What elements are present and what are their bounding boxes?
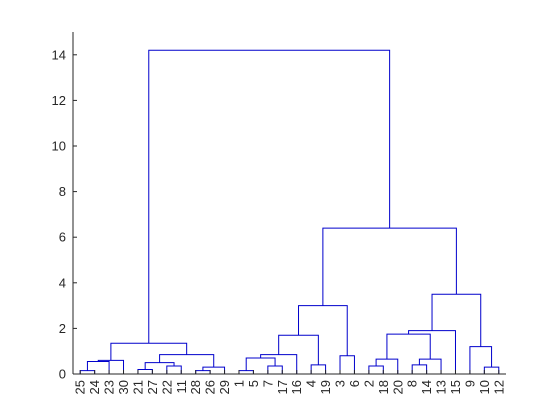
y-tick-label: 14 xyxy=(52,47,66,62)
leaf-label: 14 xyxy=(419,380,434,394)
dendrogram-link xyxy=(375,358,399,374)
leaf-label: 20 xyxy=(390,380,405,394)
dendrogram-link xyxy=(148,49,391,344)
dendrogram-link xyxy=(386,333,431,360)
dendrogram-links xyxy=(79,49,500,374)
dendrogram-link xyxy=(195,370,211,374)
y-tick-label: 4 xyxy=(59,275,66,290)
dendrogram-link xyxy=(267,365,283,374)
leaf-label: 22 xyxy=(159,380,174,394)
y-tick-label: 6 xyxy=(59,230,66,245)
dendrogram-link xyxy=(418,358,442,374)
dendrogram-link xyxy=(79,370,96,374)
leaf-label: 12 xyxy=(491,380,506,394)
leaf-label: 8 xyxy=(405,380,420,387)
leaf-label: 11 xyxy=(174,380,189,394)
leaf-label: 5 xyxy=(246,380,261,387)
leaf-label: 30 xyxy=(116,380,131,394)
dendrogram-link xyxy=(298,305,348,356)
leaf-label: 26 xyxy=(203,380,218,394)
axes xyxy=(72,32,506,375)
leaf-label: 10 xyxy=(477,380,492,394)
y-tick-label: 12 xyxy=(52,93,66,108)
dendrogram-link xyxy=(431,293,482,347)
leaf-label: 6 xyxy=(347,380,362,387)
leaf-label: 1 xyxy=(231,380,246,387)
leaf-label: 2 xyxy=(361,380,376,387)
y-ticks: 0 2 4 6 8 10 12 14 xyxy=(52,47,77,382)
dendrogram-link xyxy=(408,330,456,374)
leaf-label: 16 xyxy=(289,380,304,394)
leaf-label: 18 xyxy=(376,380,391,394)
y-tick-label: 2 xyxy=(59,321,66,336)
y-tick-label: 8 xyxy=(59,184,66,199)
dendrogram-link xyxy=(411,364,428,374)
leaf-label: 27 xyxy=(145,380,160,394)
leaf-label: 7 xyxy=(260,380,275,387)
leaf-label: 24 xyxy=(87,380,102,394)
dendrogram-link xyxy=(245,357,276,371)
leaf-label: 15 xyxy=(448,380,463,394)
leaf-label: 21 xyxy=(130,380,145,394)
leaf-label: 13 xyxy=(434,380,449,394)
leaf-label: 19 xyxy=(318,380,333,394)
dendrogram-link xyxy=(110,342,188,361)
leaf-label: 4 xyxy=(304,380,319,387)
dendrogram-link xyxy=(97,359,125,374)
dendrogram-link xyxy=(137,368,153,374)
dendrogram-link xyxy=(483,366,500,374)
dendrogram-link xyxy=(368,365,384,374)
dendrogram-link xyxy=(310,364,327,374)
leaf-label: 3 xyxy=(333,380,348,387)
dendrogram-link xyxy=(339,355,355,374)
leaf-label: 23 xyxy=(102,380,117,394)
y-tick-label: 10 xyxy=(52,139,66,154)
dendrogram-link xyxy=(469,346,493,374)
leaf-label: 17 xyxy=(275,380,290,394)
leaf-label: 9 xyxy=(462,380,477,387)
dendrogram-link xyxy=(86,360,110,374)
dendrogram-link xyxy=(278,334,319,365)
leaf-label: 28 xyxy=(188,380,203,394)
leaf-label: 25 xyxy=(73,380,88,394)
dendrogram-link xyxy=(260,354,298,374)
y-tick-label: 0 xyxy=(59,367,66,382)
x-ticks: 25 24 23 30 21 27 22 11 28 26 29 1 5 7 17 16 4 19 3 6 2 18 20 8… xyxy=(73,370,506,394)
leaf-label: 29 xyxy=(217,380,232,394)
dendrogram-link xyxy=(238,370,254,374)
dendrogram-link xyxy=(166,365,182,374)
dendrogram-link xyxy=(159,354,215,368)
